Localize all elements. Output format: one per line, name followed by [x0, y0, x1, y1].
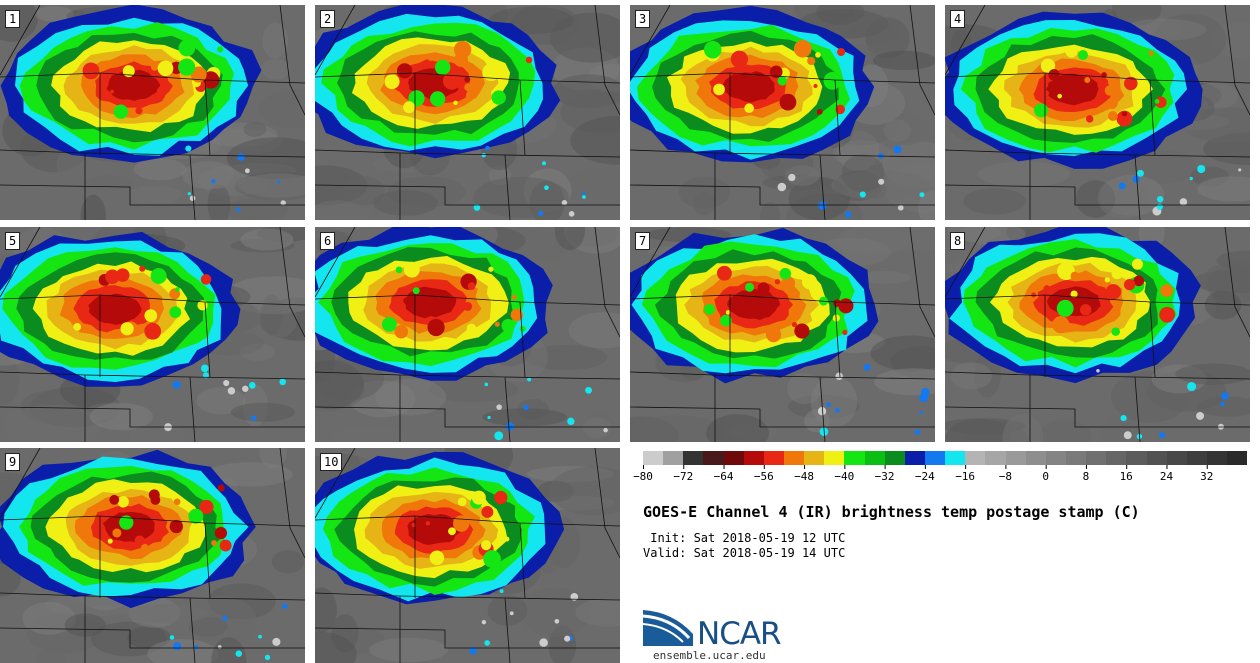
colorbar-swatch — [1166, 451, 1187, 465]
colorbar-tick-label: −80 — [633, 470, 653, 483]
init-time: Init: Sat 2018-05-19 12 UTC — [643, 531, 846, 545]
colorbar-tick-label: −8 — [998, 470, 1013, 483]
panel-label: 5 — [5, 232, 21, 250]
satellite-ir-image — [0, 5, 305, 220]
member-panel-3: 3 — [630, 5, 935, 220]
panel-label: 1 — [5, 10, 21, 28]
satellite-ir-image — [630, 5, 935, 220]
member-panel-9: 9 — [0, 448, 305, 663]
member-panel-5: 5 — [0, 227, 305, 442]
colorbar-tick-label: 16 — [1119, 470, 1133, 483]
colorbar-tick-label: 24 — [1159, 470, 1174, 483]
colorbar — [643, 451, 1248, 465]
colorbar-swatch — [924, 451, 946, 465]
colorbar-tick-label: −40 — [834, 470, 855, 483]
colorbar-swatch — [763, 451, 784, 465]
colorbar-swatch — [1065, 451, 1087, 465]
colorbar-tick-label: −56 — [753, 470, 774, 483]
colorbar-tickmarks — [643, 465, 1208, 469]
satellite-ir-image — [315, 227, 620, 442]
member-panel-7: 7 — [630, 227, 935, 442]
colorbar-swatch — [743, 451, 764, 465]
colorbar-swatch — [703, 451, 724, 465]
panel-label: 4 — [950, 10, 966, 28]
colorbar-swatch — [1146, 451, 1167, 465]
member-panel-1: 1 — [0, 5, 305, 220]
colorbar-swatch — [663, 451, 684, 465]
panel-label: 10 — [320, 453, 343, 471]
colorbar-swatch — [683, 451, 704, 465]
panel-label: 3 — [635, 10, 651, 28]
panel-label: 6 — [320, 232, 336, 250]
satellite-ir-image — [0, 448, 305, 663]
panel-label: 9 — [5, 453, 21, 471]
satellite-ir-image — [0, 227, 305, 442]
colorbar-swatch — [1086, 451, 1107, 465]
colorbar-tick-labels: −80 −72 −64 −56 −48 −40 −32 −24 −16 −8 0 8 16 24 32 — [633, 470, 1247, 484]
member-panel-8: 8 — [945, 227, 1250, 442]
colorbar-swatch — [1005, 451, 1026, 465]
colorbar-swatch — [904, 451, 925, 465]
colorbar-swatch — [643, 451, 664, 465]
colorbar-swatch — [824, 451, 845, 465]
colorbar-swatch — [1206, 451, 1228, 465]
valid-time: Valid: Sat 2018-05-19 14 UTC — [643, 546, 846, 560]
satellite-ir-image — [630, 227, 935, 442]
member-panel-6: 6 — [315, 227, 620, 442]
colorbar-swatch — [723, 451, 744, 465]
ncar-logo-icon — [643, 610, 693, 646]
satellite-ir-image — [315, 5, 620, 220]
colorbar-swatch — [1126, 451, 1147, 465]
colorbar-tick-label: −64 — [713, 470, 734, 483]
colorbar-swatch — [985, 451, 1006, 465]
colorbar-tick-label: −48 — [794, 470, 814, 483]
member-panel-10: 10 — [315, 448, 620, 663]
colorbar-tick-label: 0 — [1042, 470, 1049, 483]
colorbar-swatch — [1106, 451, 1127, 465]
colorbar-swatch — [804, 451, 825, 465]
panel-label: 7 — [635, 232, 651, 250]
member-panel-2: 2 — [315, 5, 620, 220]
colorbar-swatch — [1045, 451, 1066, 465]
colorbar-swatch — [965, 451, 986, 465]
colorbar-swatch — [1025, 451, 1046, 465]
colorbar-tick-label: 32 — [1200, 470, 1214, 483]
colorbar-swatch — [864, 451, 885, 465]
ncar-logo-text: NCAR — [697, 616, 782, 652]
colorbar-swatch — [1227, 451, 1248, 465]
satellite-ir-image — [945, 227, 1250, 442]
colorbar-tick-label: −72 — [673, 470, 694, 483]
colorbar-tick-label: −16 — [955, 470, 976, 483]
colorbar-swatch — [844, 451, 865, 465]
panel-label: 2 — [320, 10, 336, 28]
colorbar-swatch — [1186, 451, 1207, 465]
colorbar-tick-label: −24 — [914, 470, 935, 483]
colorbar-tick-label: −32 — [874, 470, 895, 483]
satellite-ir-image — [315, 448, 620, 663]
panel-label: 8 — [950, 232, 966, 250]
plot-title: GOES-E Channel 4 (IR) brightness temp po… — [643, 503, 1140, 521]
colorbar-swatch — [884, 451, 905, 465]
site-url: ensemble.ucar.edu — [653, 649, 766, 662]
colorbar-tick-label: 8 — [1082, 470, 1090, 483]
colorbar-swatch — [945, 451, 966, 465]
colorbar-swatch — [783, 451, 805, 465]
member-panel-4: 4 — [945, 5, 1250, 220]
satellite-ir-image — [945, 5, 1250, 220]
